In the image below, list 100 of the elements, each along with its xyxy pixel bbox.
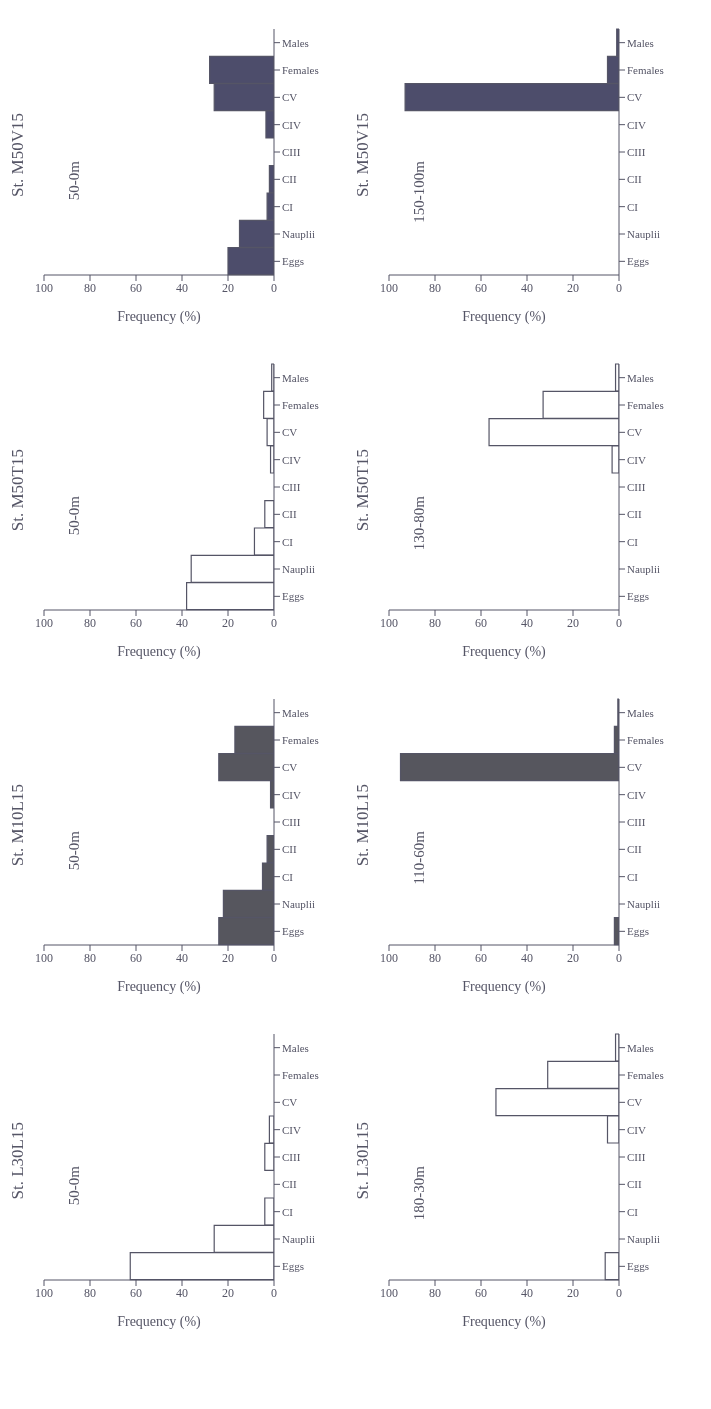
annotation: 50-0m bbox=[66, 830, 83, 870]
y-tick-label: Females bbox=[282, 398, 319, 411]
y-tick-label: Nauplii bbox=[627, 562, 660, 575]
y-tick-label: Females bbox=[282, 63, 319, 76]
y-tick-label: CII bbox=[627, 507, 642, 520]
y-tick-label: Males bbox=[627, 371, 654, 384]
text: St. M50T15 bbox=[353, 449, 373, 532]
x-tick-label: 40 bbox=[521, 615, 533, 630]
annotation: 50-0m bbox=[66, 160, 83, 200]
x-tick-label: 0 bbox=[271, 950, 277, 965]
y-tick-label: Females bbox=[282, 733, 319, 746]
y-tick-label: CI bbox=[627, 200, 639, 213]
y-tick-label: Eggs bbox=[282, 254, 304, 267]
x-tick-label: 60 bbox=[130, 615, 142, 630]
x-tick-label: 100 bbox=[380, 950, 398, 965]
x-tick-label: 100 bbox=[35, 1285, 53, 1300]
x-axis-title: Frequency (%) bbox=[117, 1313, 202, 1330]
y-tick-label: Nauplii bbox=[627, 227, 660, 240]
x-tick-label: 20 bbox=[567, 615, 579, 630]
text: St. M50V15 bbox=[8, 113, 28, 198]
y-tick-label: CII bbox=[627, 842, 642, 855]
x-tick-label: 80 bbox=[429, 1285, 441, 1300]
y-tick-label: Eggs bbox=[627, 924, 649, 937]
text: St. M50T15 bbox=[8, 449, 28, 532]
y-tick-label: CI bbox=[627, 1205, 639, 1218]
y-tick-label: Males bbox=[627, 1041, 654, 1054]
y-tick-label: CIII bbox=[282, 145, 301, 158]
y-tick-label: CI bbox=[627, 870, 639, 883]
x-tick-label: 100 bbox=[35, 280, 53, 295]
x-tick-label: 60 bbox=[475, 615, 487, 630]
x-tick-label: 60 bbox=[130, 1285, 142, 1300]
y-tick-label: CIV bbox=[282, 788, 301, 801]
x-tick-label: 0 bbox=[616, 615, 622, 630]
y-tick-label: Eggs bbox=[282, 1259, 304, 1272]
y-tick-label: CV bbox=[282, 90, 298, 103]
x-tick-label: 80 bbox=[429, 950, 441, 965]
y-tick-label: CIII bbox=[282, 1150, 301, 1163]
y-tick-label: CI bbox=[282, 200, 294, 213]
x-axis-title: Frequency (%) bbox=[462, 1313, 547, 1330]
x-tick-label: 80 bbox=[84, 615, 96, 630]
x-tick-label: 40 bbox=[521, 280, 533, 295]
y-tick-label: CIII bbox=[627, 145, 646, 158]
y-tick-label: CV bbox=[627, 425, 643, 438]
y-tick-label: Nauplii bbox=[282, 227, 315, 240]
y-tick-label: Males bbox=[282, 36, 309, 49]
x-tick-label: 40 bbox=[176, 950, 188, 965]
x-tick-label: 0 bbox=[271, 1285, 277, 1300]
x-tick-label: 0 bbox=[271, 280, 277, 295]
y-tick-label: Males bbox=[282, 1041, 309, 1054]
y-tick-label: CV bbox=[282, 425, 298, 438]
y-tick-label: Nauplii bbox=[282, 897, 315, 910]
x-tick-label: 40 bbox=[176, 280, 188, 295]
x-tick-label: 20 bbox=[222, 1285, 234, 1300]
x-tick-label: 80 bbox=[429, 280, 441, 295]
x-tick-label: 60 bbox=[475, 280, 487, 295]
x-tick-label: 80 bbox=[429, 615, 441, 630]
y-tick-label: CII bbox=[627, 172, 642, 185]
x-tick-label: 100 bbox=[35, 950, 53, 965]
y-tick-label: CII bbox=[282, 1177, 297, 1190]
x-tick-label: 0 bbox=[616, 950, 622, 965]
y-tick-label: Eggs bbox=[282, 924, 304, 937]
x-tick-label: 80 bbox=[84, 280, 96, 295]
text: St. M10L15 bbox=[8, 784, 28, 867]
text: St. M10L15 bbox=[353, 784, 373, 867]
y-tick-label: CIV bbox=[627, 788, 646, 801]
y-tick-label: Nauplii bbox=[627, 1232, 660, 1245]
y-tick-label: CI bbox=[282, 535, 294, 548]
x-tick-label: 20 bbox=[567, 1285, 579, 1300]
x-tick-label: 60 bbox=[130, 280, 142, 295]
y-tick-label: CIV bbox=[627, 118, 646, 131]
y-tick-label: Females bbox=[627, 733, 664, 746]
y-tick-label: CIV bbox=[627, 1123, 646, 1136]
y-tick-label: CII bbox=[282, 172, 297, 185]
x-tick-label: 100 bbox=[380, 615, 398, 630]
y-tick-label: CIII bbox=[282, 480, 301, 493]
y-tick-label: Males bbox=[282, 706, 309, 719]
annotation: 50-0m bbox=[66, 1165, 83, 1205]
annotation: 50-0m bbox=[66, 495, 83, 535]
y-tick-label: CIII bbox=[627, 815, 646, 828]
x-tick-label: 40 bbox=[176, 615, 188, 630]
y-tick-label: CI bbox=[282, 1205, 294, 1218]
y-tick-label: CI bbox=[282, 870, 294, 883]
y-tick-label: Eggs bbox=[282, 589, 304, 602]
y-tick-label: Nauplii bbox=[627, 897, 660, 910]
x-axis-title: Frequency (%) bbox=[117, 643, 202, 660]
y-tick-label: Males bbox=[627, 706, 654, 719]
x-axis-title: Frequency (%) bbox=[462, 643, 547, 660]
y-tick-label: Nauplii bbox=[282, 1232, 315, 1245]
x-axis-title: Frequency (%) bbox=[462, 978, 547, 995]
y-tick-label: CV bbox=[282, 1095, 298, 1108]
x-tick-label: 80 bbox=[84, 1285, 96, 1300]
x-tick-label: 60 bbox=[475, 1285, 487, 1300]
y-tick-label: Eggs bbox=[627, 254, 649, 267]
y-tick-label: Females bbox=[627, 1068, 664, 1081]
text: St. M50V15 bbox=[353, 113, 373, 198]
y-tick-label: CI bbox=[627, 535, 639, 548]
y-tick-label: CIV bbox=[282, 453, 301, 466]
y-tick-label: Females bbox=[627, 63, 664, 76]
x-axis-title: Frequency (%) bbox=[462, 308, 547, 325]
x-tick-label: 60 bbox=[475, 950, 487, 965]
